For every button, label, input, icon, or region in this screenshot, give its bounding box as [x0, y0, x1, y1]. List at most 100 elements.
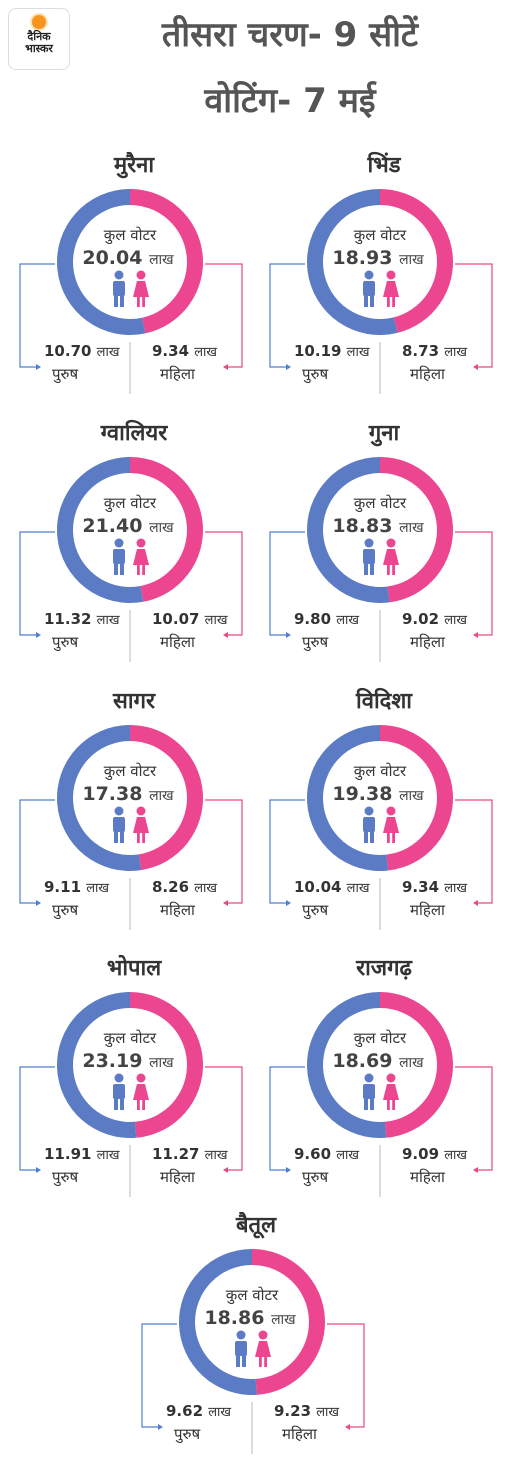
male-arrow-icon	[36, 1167, 41, 1173]
female-connector-line	[455, 1066, 493, 1171]
female-voters-value: 8.26 लाख	[152, 878, 218, 896]
female-slice	[130, 189, 204, 334]
female-person-icon	[133, 270, 149, 307]
male-connector-line	[269, 1066, 305, 1171]
male-person-icon	[363, 1073, 375, 1110]
female-connector-line	[205, 531, 243, 636]
female-slice	[130, 457, 204, 602]
constituency-panel: भोपाल कुल वोटर 23.19 लाख 11.91 लाख 11.27 लाख…	[14, 955, 254, 1205]
page-title-line2: वोटिंग- 7 मई	[204, 81, 376, 121]
male-connector-line	[19, 1066, 55, 1171]
male-voters-value: 9.80 लाख	[294, 610, 360, 628]
female-slice	[252, 1249, 326, 1395]
total-voters-value: 18.83 लाख	[332, 515, 424, 537]
female-label: महिला	[160, 1168, 195, 1186]
total-voters-value: 18.69 लाख	[332, 1050, 424, 1072]
constituency-name: भिंड	[367, 153, 401, 178]
constituency-panel: विदिशा कुल वोटर 19.38 लाख 10.04 लाख 9.34 लाख…	[264, 688, 504, 938]
donut-chart: कुल वोटर 17.38 लाख	[19, 725, 243, 930]
male-label: पुरुष	[52, 901, 79, 919]
constituency-name: सागर	[113, 689, 155, 714]
male-arrow-icon	[36, 364, 41, 370]
male-slice	[306, 725, 389, 871]
female-person-icon	[383, 270, 399, 307]
male-connector-line	[269, 531, 305, 636]
male-voters-value: 10.19 लाख	[294, 342, 370, 360]
female-person-icon	[383, 1073, 399, 1110]
male-label: पुरुष	[174, 1425, 201, 1443]
female-person-icon	[255, 1330, 271, 1367]
female-arrow-icon	[473, 364, 478, 370]
total-voters-label: कुल वोटर	[226, 1286, 279, 1305]
male-connector-line	[269, 799, 305, 904]
constituency-panel: ग्वालियर कुल वोटर 21.40 लाख 11.32 लाख 10.07 …	[14, 420, 254, 670]
male-label: पुरुष	[52, 633, 79, 651]
total-voters-value: 19.38 लाख	[332, 783, 424, 805]
constituency-panel: राजगढ़ कुल वोटर 18.69 लाख 9.60 लाख 9.09 लाख प…	[264, 955, 504, 1205]
male-slice	[56, 725, 142, 871]
female-arrow-icon	[473, 1167, 478, 1173]
female-label: महिला	[160, 901, 195, 919]
constituency-name: राजगढ़	[356, 956, 412, 981]
male-arrow-icon	[286, 364, 291, 370]
constituency-name: मुरैना	[113, 153, 155, 178]
male-slice	[307, 992, 387, 1138]
male-voters-value: 9.62 लाख	[166, 1402, 232, 1420]
female-label: महिला	[410, 1168, 445, 1186]
male-arrow-icon	[286, 900, 291, 906]
female-label: महिला	[410, 365, 445, 383]
donut-chart: कुल वोटर 23.19 लाख	[19, 992, 243, 1197]
female-person-icon	[133, 1073, 149, 1110]
constituency-name: भोपाल	[106, 956, 162, 981]
female-arrow-icon	[473, 900, 478, 906]
female-label: महिला	[410, 633, 445, 651]
male-label: पुरुष	[302, 1168, 329, 1186]
donut-chart: कुल वोटर 20.04 लाख	[19, 189, 243, 394]
male-voters-value: 9.60 लाख	[294, 1145, 360, 1163]
female-arrow-icon	[223, 364, 228, 370]
female-connector-line	[327, 1323, 365, 1428]
female-arrow-icon	[223, 900, 228, 906]
female-slice	[130, 992, 203, 1138]
constituency-name: विदिशा	[356, 689, 412, 714]
total-voters-value: 23.19 लाख	[82, 1050, 174, 1072]
female-arrow-icon	[223, 1167, 228, 1173]
female-voters-value: 11.27 लाख	[152, 1145, 228, 1163]
sun-logo-icon	[32, 15, 46, 29]
male-person-icon	[113, 538, 125, 575]
male-slice	[57, 457, 144, 603]
male-voters-value: 9.11 लाख	[44, 878, 110, 896]
female-arrow-icon	[223, 632, 228, 638]
female-person-icon	[133, 538, 149, 575]
constituency-panel: सागर कुल वोटर 17.38 लाख 9.11 लाख 8.26 लाख पुर…	[14, 688, 254, 938]
total-voters-label: कुल वोटर	[104, 762, 157, 781]
female-label: महिला	[282, 1425, 317, 1443]
female-connector-line	[455, 263, 493, 368]
dainik-bhaskar-logo: दैनिक भास्कर	[8, 8, 70, 70]
female-connector-line	[205, 263, 243, 368]
female-slice	[130, 725, 203, 871]
male-slice	[57, 189, 146, 335]
page-title-line1: तीसरा चरण- 9 सीटें	[161, 15, 419, 55]
constituency-panel: मुरैना कुल वोटर 20.04 लाख 10.70 लाख 9.34 लाख…	[14, 152, 254, 402]
male-slice	[307, 457, 390, 603]
male-connector-line	[269, 263, 305, 368]
donut-chart: कुल वोटर 21.40 लाख	[19, 457, 243, 662]
total-voters-value: 20.04 लाख	[82, 247, 174, 269]
female-connector-line	[205, 1066, 243, 1171]
constituency-name: ग्वालियर	[100, 421, 168, 446]
total-voters-value: 17.38 लाख	[82, 783, 174, 805]
male-label: पुरुष	[302, 365, 329, 383]
female-label: महिला	[410, 901, 445, 919]
female-voters-value: 8.73 लाख	[402, 342, 468, 360]
male-slice	[307, 189, 398, 335]
male-arrow-icon	[36, 900, 41, 906]
total-voters-label: कुल वोटर	[354, 494, 407, 513]
male-voters-value: 11.91 लाख	[44, 1145, 120, 1163]
female-connector-line	[455, 531, 493, 636]
logo-text-line1: दैनिक	[27, 30, 51, 43]
constituency-name: गुना	[368, 421, 400, 446]
female-label: महिला	[160, 365, 195, 383]
female-slice	[380, 457, 454, 603]
male-arrow-icon	[158, 1424, 163, 1430]
